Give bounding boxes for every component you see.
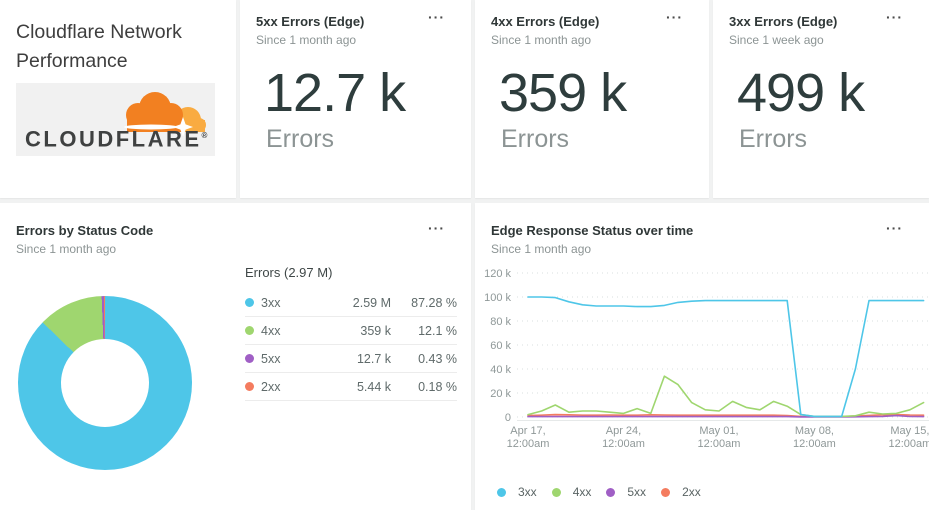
pie-legend-row-5xx[interactable]: 5xx 12.7 k 0.43 %	[245, 345, 457, 373]
legend-color-dot	[245, 354, 254, 363]
legend-color-dot	[551, 487, 561, 497]
card-subtitle: Since 1 month ago	[491, 33, 592, 47]
card-subtitle: Since 1 month ago	[16, 242, 117, 256]
legend-series-value: 359 k	[360, 323, 391, 338]
legend-color-dot	[606, 487, 616, 497]
card-title: 4xx Errors (Edge)	[491, 14, 600, 29]
dashboard-title-line1: Cloudflare Network	[16, 21, 182, 43]
card-header: 5xx Errors (Edge) Since 1 month ago	[240, 0, 471, 47]
line-chart[interactable]: 0 20 k 40 k 60 k 80 k 100 k 120 k Apr 17, 12:00a…	[475, 203, 929, 510]
kpi-value: 12.7 k	[264, 63, 406, 123]
line-legend-item-4xx[interactable]: 4xx	[551, 485, 592, 499]
svg-text:May 01,12:00am: May 01, 12:00am	[698, 425, 741, 450]
card-menu-button[interactable]: ···	[666, 9, 683, 25]
card-menu-button[interactable]: ···	[428, 9, 445, 25]
svg-text:0: 0	[505, 412, 511, 424]
legend-color-dot	[245, 326, 254, 335]
card-title: 5xx Errors (Edge)	[256, 14, 365, 29]
dashboard-title-line2: Performance	[16, 50, 128, 72]
legend-series-percent: 0.43 %	[418, 351, 457, 366]
card-header: Errors by Status Code Since 1 month ago	[0, 203, 471, 256]
legend-series-name: 3xx	[518, 485, 537, 499]
svg-text:60 k: 60 k	[490, 340, 511, 352]
card-header: 3xx Errors (Edge) Since 1 week ago	[713, 0, 929, 47]
card-subtitle: Since 1 month ago	[491, 242, 592, 256]
card-menu-button[interactable]: ···	[886, 9, 903, 25]
kpi-value: 499 k	[737, 63, 865, 123]
legend-color-dot	[245, 298, 254, 307]
legend-series-value: 12.7 k	[356, 351, 391, 366]
legend-series-name: 2xx	[261, 379, 281, 394]
svg-text:20 k: 20 k	[490, 388, 511, 400]
cloudflare-wordmark-text: CLOUDFLARE	[25, 126, 202, 151]
legend-series-value: 2.59 M	[352, 295, 391, 310]
line-legend-item-5xx[interactable]: 5xx	[606, 485, 646, 499]
cloudflare-wordmark: CLOUDFLARE®	[25, 124, 207, 151]
kpi-card-4xx: 4xx Errors (Edge) Since 1 month ago ··· …	[475, 0, 709, 198]
errors-by-status-card: Errors by Status Code Since 1 month ago …	[0, 203, 471, 510]
legend-series-name: 5xx	[261, 351, 281, 366]
svg-text:Apr 17,12:00am: Apr 17, 12:00am	[507, 425, 550, 450]
kpi-unit: Errors	[501, 125, 570, 153]
card-subtitle: Since 1 week ago	[729, 33, 824, 47]
kpi-card-5xx: 5xx Errors (Edge) Since 1 month ago ··· …	[240, 0, 471, 198]
cloudflare-logo: CLOUDFLARE®	[16, 83, 215, 156]
line-legend-item-3xx[interactable]: 3xx	[497, 485, 537, 499]
legend-series-name: 3xx	[261, 295, 281, 310]
legend-series-name: 4xx	[261, 323, 281, 338]
svg-text:120 k: 120 k	[484, 268, 511, 280]
dashboard-title-card: Cloudflare Network Performance CLOUDFLAR…	[0, 0, 236, 198]
dashboard-title: Cloudflare Network Performance	[0, 0, 236, 76]
pie-legend-table: Errors (2.97 M) 3xx 2.59 M 87.28 % 4xx 3…	[245, 265, 457, 401]
card-subtitle: Since 1 month ago	[256, 33, 357, 47]
card-menu-button[interactable]: ···	[886, 220, 903, 236]
pie-legend-row-4xx[interactable]: 4xx 359 k 12.1 %	[245, 317, 457, 345]
kpi-unit: Errors	[266, 125, 335, 153]
svg-text:40 k: 40 k	[490, 364, 511, 376]
legend-series-percent: 12.1 %	[418, 323, 457, 338]
legend-color-dot	[497, 487, 506, 497]
line-legend-item-2xx[interactable]: 2xx	[661, 485, 701, 499]
legend-series-name: 4xx	[572, 485, 592, 499]
legend-series-name: 2xx	[682, 485, 701, 499]
donut-hole	[61, 339, 149, 427]
pie-legend-row-3xx[interactable]: 3xx 2.59 M 87.28 %	[245, 289, 457, 317]
svg-text:Apr 24,12:00am: Apr 24, 12:00am	[602, 425, 645, 450]
kpi-unit: Errors	[739, 125, 808, 153]
kpi-card-3xx: 3xx Errors (Edge) Since 1 week ago ··· 4…	[713, 0, 929, 198]
card-title: Edge Response Status over time	[491, 223, 694, 238]
card-menu-button[interactable]: ···	[428, 220, 445, 236]
legend-color-dot	[245, 382, 254, 391]
svg-text:May 15,12:00am: May 15, 12:00am	[889, 425, 929, 450]
kpi-value: 359 k	[499, 63, 627, 123]
legend-color-dot	[661, 487, 671, 497]
cloudflare-cloud-icon	[91, 92, 211, 136]
legend-series-percent: 0.18 %	[418, 379, 457, 394]
edge-response-status-card: 0 20 k 40 k 60 k 80 k 100 k 120 k Apr 17, 12:00a…	[475, 203, 929, 510]
card-title: 3xx Errors (Edge)	[729, 14, 838, 29]
pie-legend-header: Errors (2.97 M)	[245, 265, 333, 280]
svg-text:80 k: 80 k	[490, 316, 511, 328]
card-title: Errors by Status Code	[16, 223, 154, 238]
donut-chart[interactable]	[18, 296, 192, 470]
legend-series-name: 5xx	[627, 485, 647, 499]
legend-series-percent: 87.28 %	[411, 295, 457, 310]
card-header: 4xx Errors (Edge) Since 1 month ago	[475, 0, 709, 47]
card-header: Edge Response Status over time Since 1 m…	[475, 203, 929, 256]
legend-series-value: 5.44 k	[356, 379, 391, 394]
pie-legend-row-2xx[interactable]: 2xx 5.44 k 0.18 %	[245, 373, 457, 401]
registered-mark: ®	[201, 130, 208, 140]
svg-text:May 08,12:00am: May 08, 12:00am	[793, 425, 836, 450]
svg-text:100 k: 100 k	[484, 292, 511, 304]
line-chart-legend: 3xx 4xx 5xx 2xx	[497, 485, 701, 499]
